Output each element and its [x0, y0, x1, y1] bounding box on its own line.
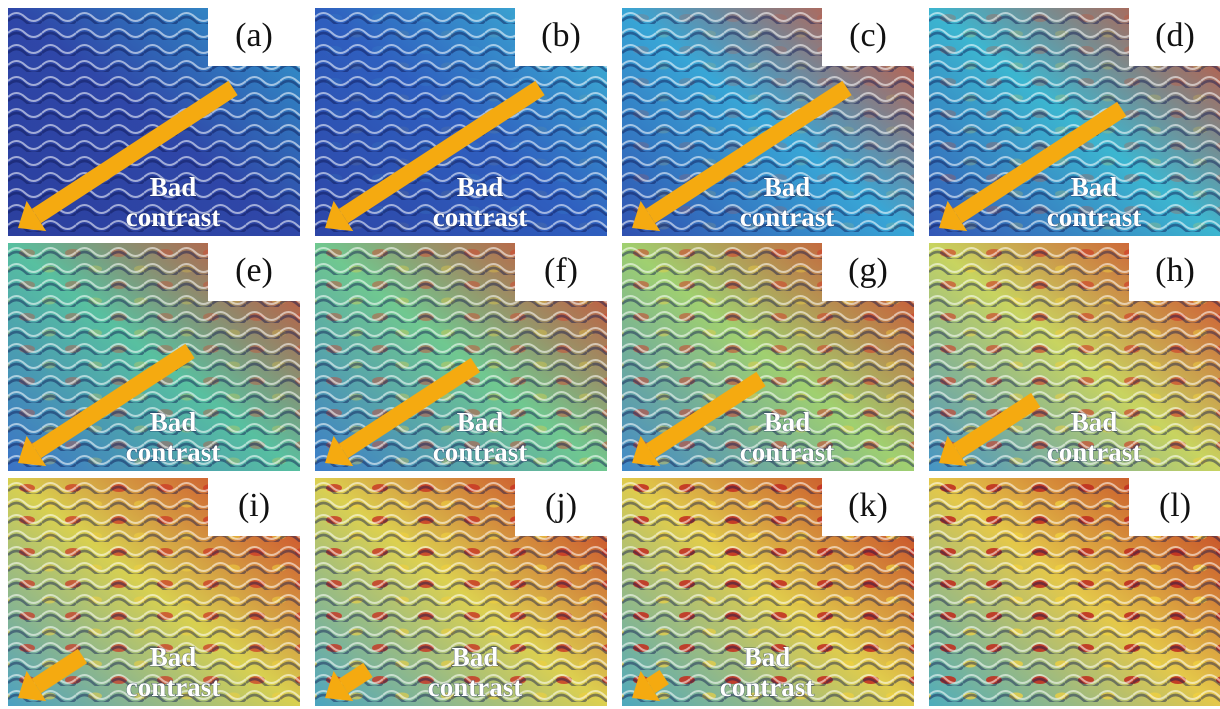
- panel-label: (a): [235, 17, 273, 54]
- note-text: contrast: [433, 437, 527, 467]
- note-text: Bad: [744, 642, 791, 672]
- panel-label: (e): [235, 252, 273, 289]
- note-text: Bad: [457, 407, 504, 437]
- panel-label: (b): [541, 17, 581, 54]
- arrow-shaft: [650, 677, 664, 686]
- note-text: contrast: [126, 202, 220, 232]
- note-text: contrast: [433, 202, 527, 232]
- note-text: contrast: [428, 672, 522, 702]
- note-text: Bad: [150, 642, 197, 672]
- note-text: Bad: [452, 642, 499, 672]
- note-text: Bad: [764, 172, 811, 202]
- note-text: Bad: [150, 407, 197, 437]
- note-text: Bad: [150, 172, 197, 202]
- note-text: Bad: [1071, 407, 1118, 437]
- note-text: contrast: [740, 202, 834, 232]
- panel-label: (g): [848, 252, 888, 289]
- panel-label: (h): [1155, 252, 1195, 289]
- note-text: contrast: [740, 437, 834, 467]
- figure: (a)Badcontrast(b)Badcontrast(c)Badcontra…: [0, 0, 1220, 709]
- panel: (l): [929, 476, 1220, 706]
- note-text: contrast: [126, 672, 220, 702]
- note-text: contrast: [1047, 202, 1141, 232]
- note-text: contrast: [720, 672, 814, 702]
- panel-label: (k): [848, 487, 888, 524]
- panel-label: (l): [1159, 487, 1191, 524]
- panel-label: (i): [238, 487, 270, 524]
- note-text: Bad: [764, 407, 811, 437]
- panel-label: (c): [849, 17, 887, 54]
- note-text: Bad: [457, 172, 504, 202]
- note-text: contrast: [126, 437, 220, 467]
- note-text: Bad: [1071, 172, 1118, 202]
- panel-label: (f): [544, 252, 578, 289]
- panel-label: (j): [545, 487, 577, 524]
- note-text: contrast: [1047, 437, 1141, 467]
- panel-label: (d): [1155, 17, 1195, 54]
